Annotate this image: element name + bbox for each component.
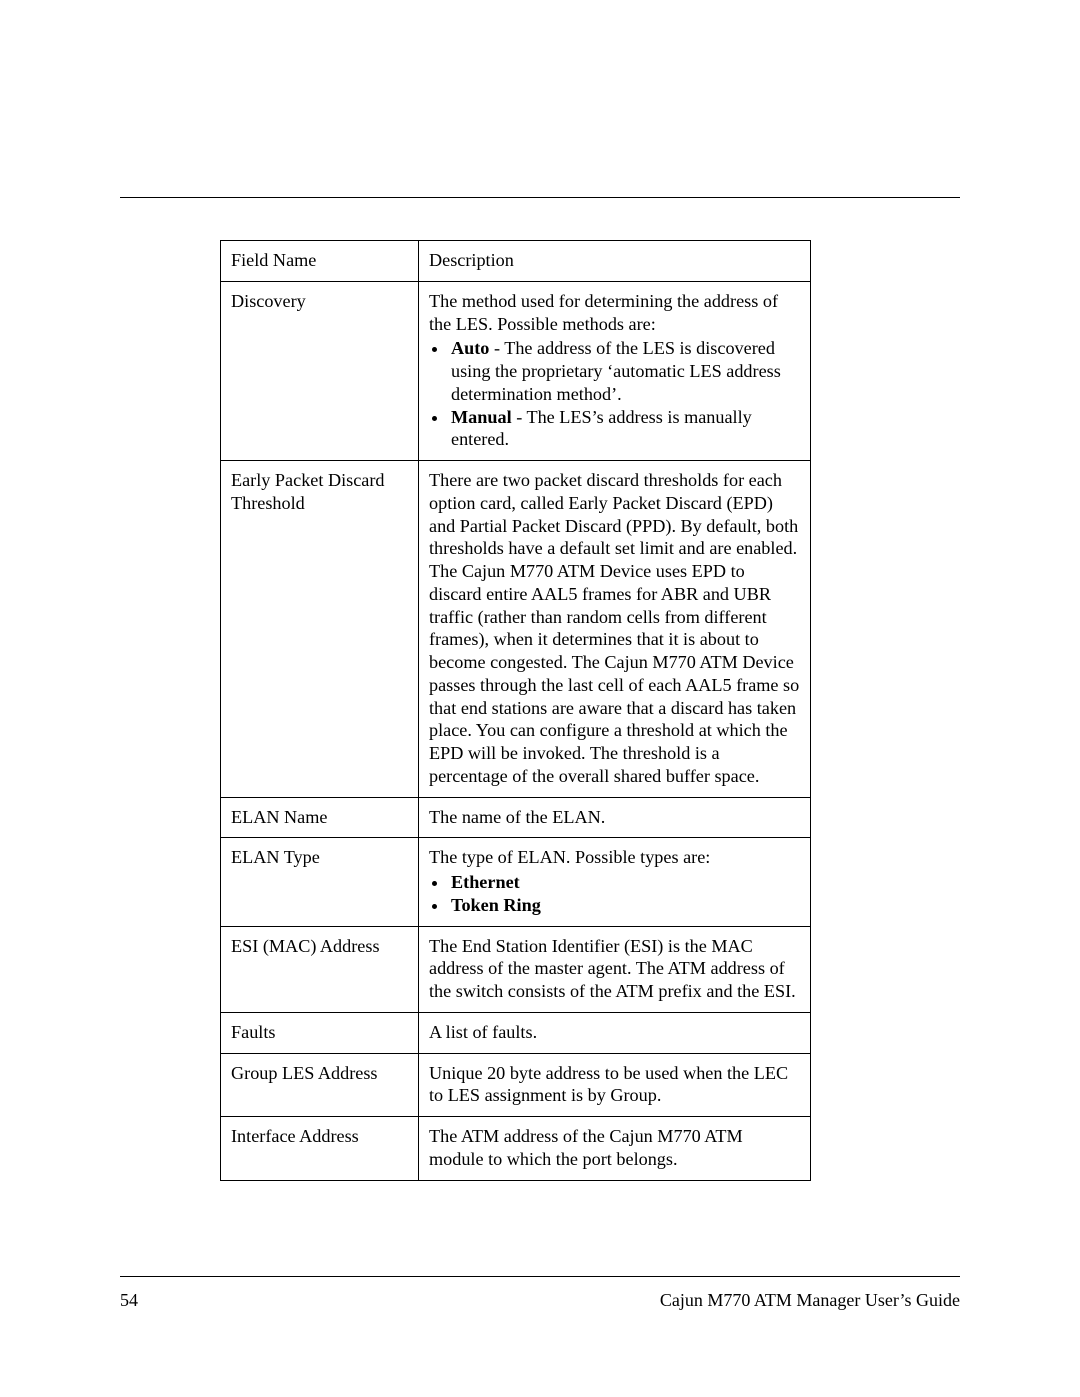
row-intro: The type of ELAN. Possible types are:: [429, 847, 710, 867]
cell-description: The ATM address of the Cajun M770 ATM mo…: [419, 1117, 811, 1181]
item-bold: Auto: [451, 338, 489, 358]
cell-field: Discovery: [221, 281, 419, 460]
cell-field: ELAN Type: [221, 838, 419, 926]
page: Field Name Description Discovery The met…: [0, 0, 1080, 1397]
table-row: ESI (MAC) Address The End Station Identi…: [221, 926, 811, 1012]
cell-description: The End Station Identifier (ESI) is the …: [419, 926, 811, 1012]
footer-title: Cajun M770 ATM Manager User’s Guide: [660, 1290, 960, 1311]
cell-field: ELAN Name: [221, 797, 419, 838]
list-item: Token Ring: [449, 894, 800, 917]
table-row: ELAN Type The type of ELAN. Possible typ…: [221, 838, 811, 926]
glossary-table: Field Name Description Discovery The met…: [220, 240, 811, 1181]
cell-description: The type of ELAN. Possible types are: Et…: [419, 838, 811, 926]
row-intro: The method used for determining the addr…: [429, 291, 778, 334]
list-item: Manual - The LES’s address is manually e…: [449, 406, 800, 452]
item-bold: Manual: [451, 407, 512, 427]
bullet-list: Auto - The address of the LES is discove…: [429, 337, 800, 451]
list-item: Ethernet: [449, 871, 800, 894]
table-row: ELAN Name The name of the ELAN.: [221, 797, 811, 838]
cell-field: Group LES Address: [221, 1053, 419, 1117]
cell-description: The method used for determining the addr…: [419, 281, 811, 460]
cell-description: The name of the ELAN.: [419, 797, 811, 838]
cell-description: A list of faults.: [419, 1012, 811, 1053]
cell-description: There are two packet discard thresholds …: [419, 461, 811, 798]
header-description: Description: [419, 241, 811, 282]
table-row: Faults A list of faults.: [221, 1012, 811, 1053]
cell-field: Early Packet Discard Threshold: [221, 461, 419, 798]
item-bold: Token Ring: [451, 895, 541, 915]
table-row: Group LES Address Unique 20 byte address…: [221, 1053, 811, 1117]
table-row: Discovery The method used for determinin…: [221, 281, 811, 460]
table-row: Interface Address The ATM address of the…: [221, 1117, 811, 1181]
cell-field: ESI (MAC) Address: [221, 926, 419, 1012]
top-rule: [120, 197, 960, 198]
bottom-rule: [120, 1276, 960, 1277]
item-bold: Ethernet: [451, 872, 520, 892]
page-number: 54: [120, 1290, 138, 1311]
cell-field: Interface Address: [221, 1117, 419, 1181]
list-item: Auto - The address of the LES is discove…: [449, 337, 800, 405]
table-row: Early Packet Discard Threshold There are…: [221, 461, 811, 798]
bullet-list: Ethernet Token Ring: [429, 871, 800, 917]
glossary-table-wrap: Field Name Description Discovery The met…: [220, 240, 810, 1181]
header-field-name: Field Name: [221, 241, 419, 282]
cell-description: Unique 20 byte address to be used when t…: [419, 1053, 811, 1117]
cell-field: Faults: [221, 1012, 419, 1053]
item-rest: - The address of the LES is discovered u…: [451, 338, 781, 404]
table-header-row: Field Name Description: [221, 241, 811, 282]
